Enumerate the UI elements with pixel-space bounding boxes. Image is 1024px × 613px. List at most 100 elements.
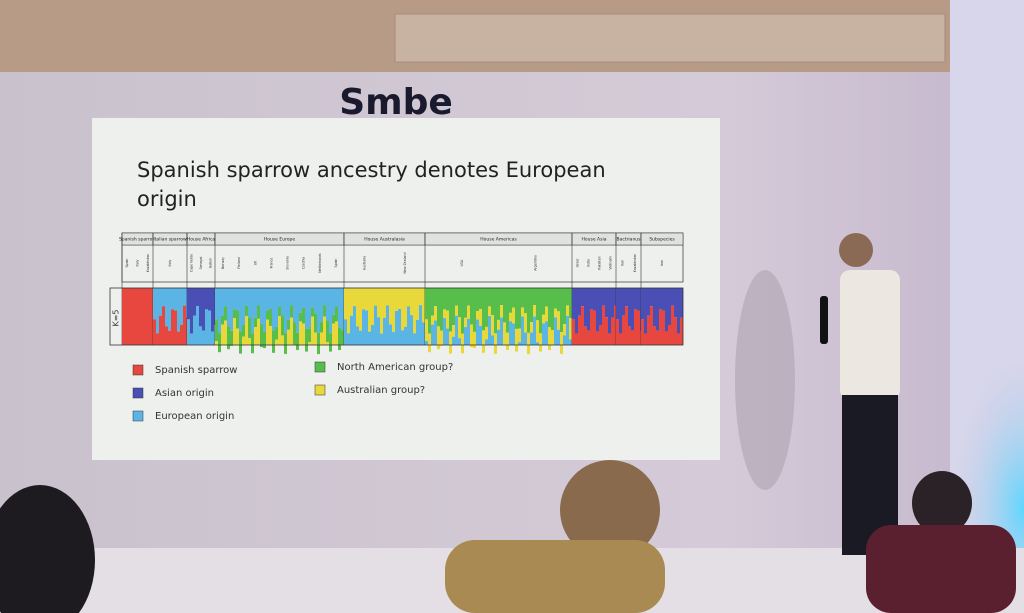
ancestry-segment [616,319,619,345]
ancestry-segment [215,288,218,320]
ancestry-segment [299,312,302,322]
ancestry-segment [572,319,575,345]
ancestry-segment [554,308,557,318]
ancestry-segment [365,310,368,345]
ancestry-segment [665,331,668,345]
ancestry-segment [140,288,143,345]
ancestry-segment [491,288,494,316]
ancestry-segment [554,288,557,309]
ancestry-segment [431,288,434,316]
ancestry-segment [488,316,491,345]
ancestry-segment [251,288,254,334]
population-label: Pakistan [598,256,602,269]
ancestry-segment [644,333,647,345]
ancestry-segment [326,320,329,343]
ancestry-segment [557,288,560,312]
legend-label: Spanish sparrow [155,365,237,376]
ancestry-segment [329,333,332,352]
ancestry-segment [494,288,497,334]
ancestry-segment [467,288,470,306]
ancestry-segment [165,288,168,327]
ancestry-segment [356,326,359,345]
ancestry-segment [186,317,187,345]
structure-plot: Spanish sparrow Spain Italy Kazakhstan Itali… [109,232,684,355]
ancestry-segment [470,324,473,348]
ancestry-segment [335,288,338,307]
ancestry-segment [311,288,314,308]
ancestry-segment [569,288,572,319]
ancestry-segment [341,330,344,345]
ancestry-segment [455,315,458,345]
ancestry-segment [677,288,680,334]
legend-label: European origin [155,411,234,422]
ancestry-segment [359,288,362,331]
ancestry-segment [662,310,665,345]
ancestry-segment [143,288,146,345]
ancestry-segment [485,326,488,340]
ancestry-segment [641,319,644,345]
ancestry-segment [680,317,683,345]
legend-label: Asian origin [155,388,214,399]
ancestry-segment [482,330,485,353]
ancestry-segment [260,324,263,348]
ancestry-segment [359,330,362,345]
ancestry-segment [368,331,371,345]
ancestry-segment [443,309,446,319]
ancestry-segment [476,311,479,320]
ancestry-segment [302,323,305,345]
ancestry-segment [434,320,437,345]
ancestry-segment [281,315,284,336]
ancestry-segment [308,328,311,343]
ancestry-segment [422,322,425,345]
ancestry-segment [153,288,156,320]
ancestry-segment [374,305,377,345]
ancestry-segment [419,288,422,306]
ancestry-segment [539,288,542,334]
ancestry-segment [137,288,140,345]
ancestry-segment [416,319,419,345]
population-label: Israel [576,259,580,268]
population-label: Australia [362,256,366,270]
ancestry-segment [563,288,566,325]
ancestry-segment [278,288,281,307]
ancestry-segment [521,307,524,317]
ancestry-segment [269,325,272,345]
ancestry-segment [159,315,162,345]
ancestry-segment [260,288,263,325]
ancestry-segment [257,318,260,345]
ancestry-segment [593,310,596,345]
ancestry-segment [266,288,269,312]
ancestry-segment [218,333,221,353]
ancestry-segment [221,324,224,345]
ancestry-segment [233,318,236,345]
ancestry-segment [464,317,467,328]
ancestry-segment [272,288,275,331]
ancestry-segment [383,317,386,345]
ancestry-segment [434,306,437,321]
ancestry-segment [518,288,521,329]
ancestry-segment [479,288,482,309]
ancestry-segment [296,288,299,333]
ancestry-segment [512,288,515,308]
ancestry-segment [308,342,311,345]
ancestry-segment [230,330,233,346]
ancestry-segment [413,288,416,334]
ancestry-segment [338,327,341,351]
ancestry-segment [134,288,137,345]
ancestry-segment [467,305,470,319]
ancestry-segment [308,288,311,329]
ancestry-segment [608,288,611,334]
ancestry-segment [329,288,332,334]
ancestry-segment [602,305,605,345]
ancestry-segment [281,335,284,345]
ancestry-segment [446,310,449,329]
ancestry-segment [335,321,338,345]
ancestry-segment [146,288,149,345]
ancestry-segment [548,288,551,328]
ancestry-segment [461,333,464,354]
ancestry-segment [205,309,208,345]
ancestry-segment [317,288,320,333]
ancestry-segment [647,288,650,316]
ancestry-segment [290,288,293,306]
